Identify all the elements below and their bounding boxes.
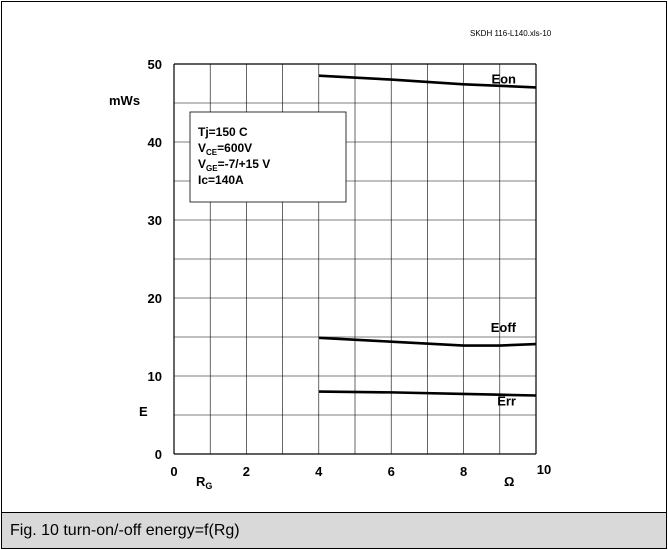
x-tick-label: 0 — [170, 464, 177, 479]
x-tick-label: 10 — [537, 462, 551, 477]
y-tick-label: 30 — [148, 213, 162, 228]
x-tick-label: 2 — [243, 464, 250, 479]
y-axis-label: E — [139, 404, 148, 419]
chart: 0 10 20 30 40 50 0 2 4 6 8 10 Eon Eoff Err SKDH 116-L1… — [109, 29, 552, 491]
y-tick-label: 0 — [155, 447, 162, 462]
series-line-err — [318, 390, 537, 397]
series-label-eoff: Eoff — [491, 320, 517, 335]
y-axis-unit: mWs — [109, 93, 140, 108]
figure-caption: Fig. 10 turn-on/-off energy=f(Rg) — [10, 522, 240, 539]
y-tick-label: 50 — [148, 57, 162, 72]
series-label-err: Err — [497, 394, 516, 409]
condition-ic: Ic=140A — [198, 173, 244, 187]
condition-vce: VCE=600V — [198, 141, 252, 157]
x-axis-label: RG — [196, 474, 212, 491]
x-tick-label: 4 — [315, 464, 323, 479]
file-id: SKDH 116-L140.xls-10 — [470, 29, 552, 38]
x-axis-unit: Ω — [504, 474, 514, 489]
series-line-eon — [318, 74, 537, 89]
caption-bar: Fig. 10 turn-on/-off energy=f(Rg) — [2, 512, 666, 548]
y-tick-label: 20 — [148, 291, 162, 306]
series-label-eon: Eon — [491, 71, 516, 86]
condition-tj: Tj=150 C — [198, 125, 248, 139]
series-line-eoff — [318, 336, 537, 347]
x-tick-label: 8 — [460, 464, 467, 479]
y-tick-label: 40 — [148, 135, 162, 150]
condition-vge: VGE=-7/+15 V — [198, 157, 270, 173]
x-tick-label: 6 — [388, 464, 395, 479]
y-tick-label: 10 — [148, 369, 162, 384]
conditions-box — [189, 111, 347, 203]
